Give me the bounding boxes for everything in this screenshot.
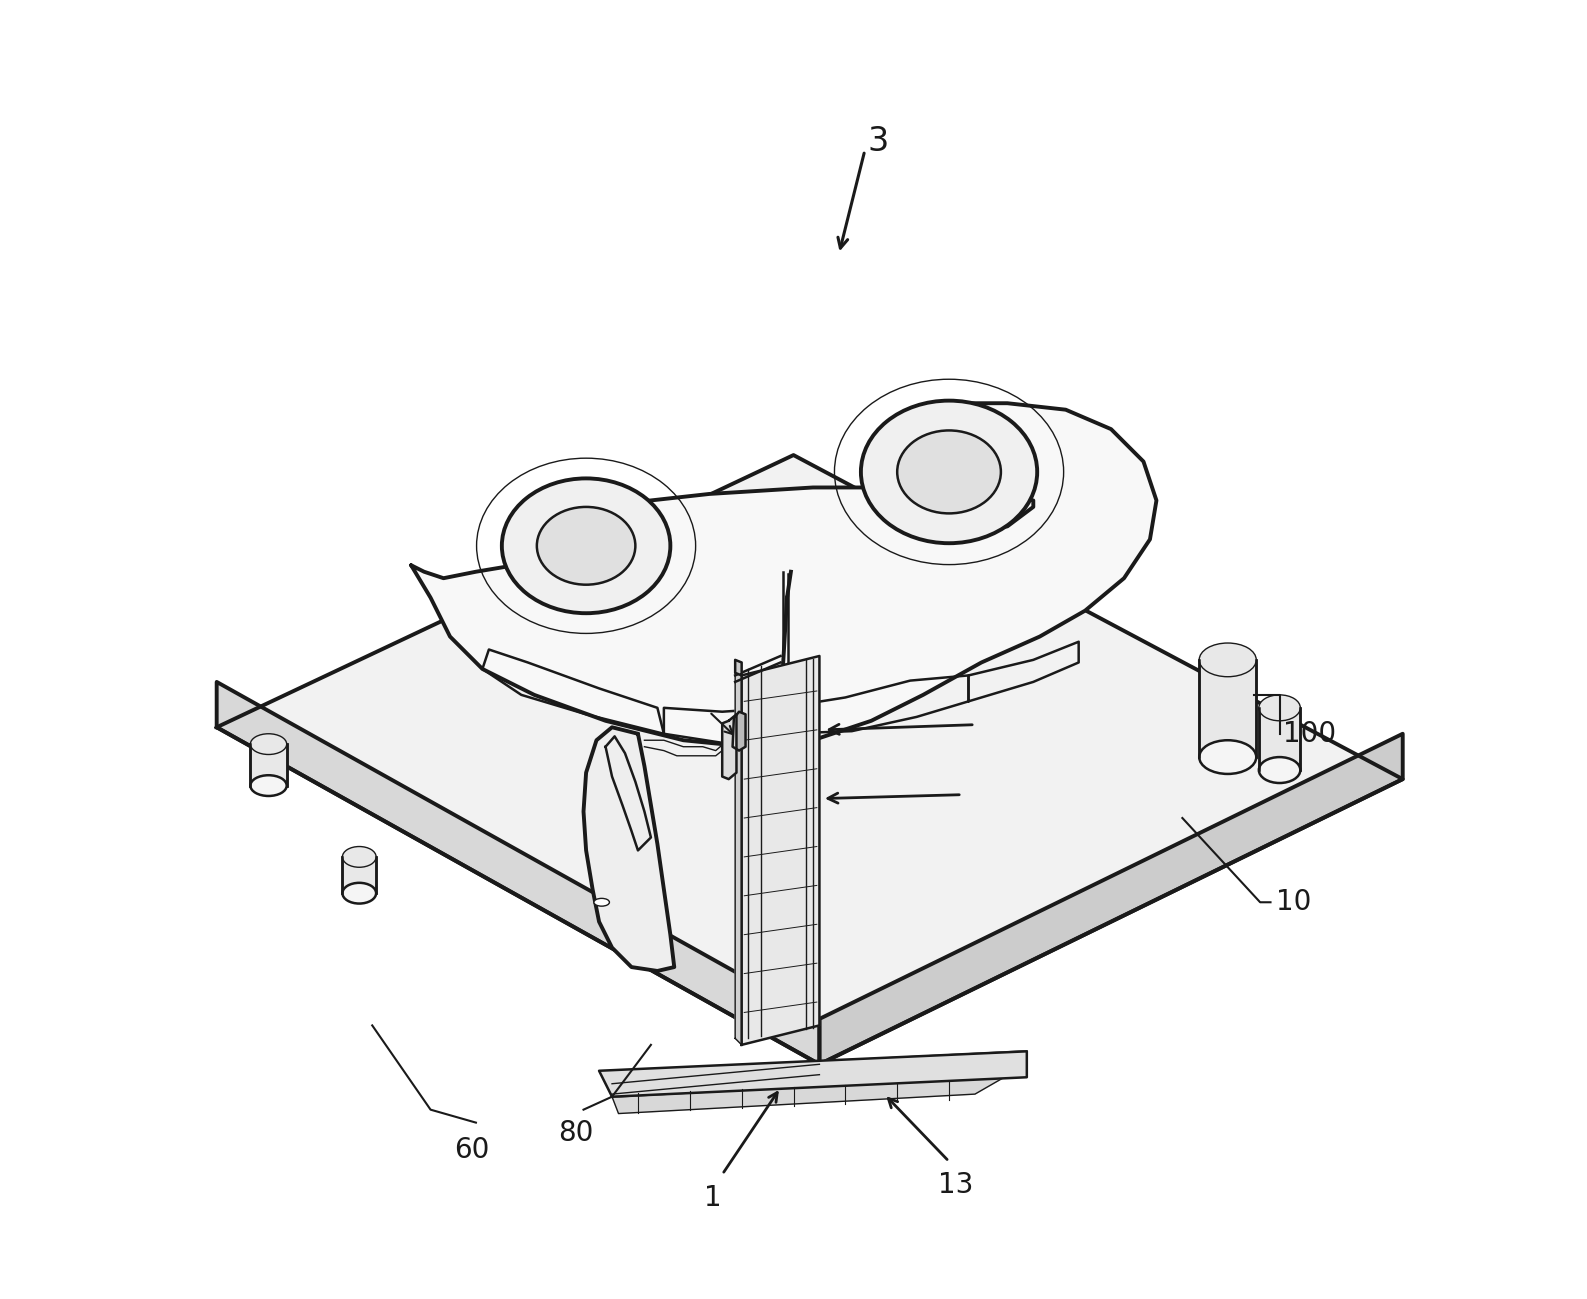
Polygon shape [598, 1051, 1027, 1096]
Ellipse shape [594, 899, 609, 907]
Polygon shape [1258, 708, 1300, 770]
Text: 100: 100 [1284, 720, 1336, 748]
Ellipse shape [1258, 757, 1300, 783]
Ellipse shape [251, 734, 287, 755]
Polygon shape [735, 660, 741, 675]
Ellipse shape [897, 430, 1001, 513]
Polygon shape [251, 744, 287, 786]
Polygon shape [613, 1064, 1027, 1113]
Ellipse shape [1200, 643, 1257, 677]
Text: 13: 13 [938, 1170, 973, 1199]
Polygon shape [1200, 660, 1257, 757]
Text: 80: 80 [559, 1118, 594, 1147]
Polygon shape [584, 727, 674, 970]
Ellipse shape [1200, 740, 1257, 774]
Ellipse shape [860, 400, 1038, 543]
Text: 1: 1 [705, 1183, 722, 1212]
Polygon shape [411, 403, 1157, 747]
Polygon shape [735, 669, 741, 1044]
Polygon shape [217, 455, 1403, 1064]
Text: 3: 3 [867, 125, 889, 157]
Ellipse shape [536, 507, 635, 585]
Polygon shape [741, 656, 819, 1044]
Text: 60: 60 [454, 1135, 490, 1164]
Ellipse shape [501, 478, 670, 613]
Polygon shape [343, 857, 376, 894]
Text: 10: 10 [1276, 889, 1311, 916]
Polygon shape [613, 1051, 1027, 1096]
Polygon shape [733, 712, 746, 751]
Ellipse shape [343, 883, 376, 904]
Ellipse shape [1258, 695, 1300, 721]
Polygon shape [722, 714, 736, 779]
Polygon shape [217, 682, 819, 1064]
Polygon shape [819, 734, 1403, 1064]
Ellipse shape [251, 776, 287, 796]
Ellipse shape [343, 847, 376, 868]
